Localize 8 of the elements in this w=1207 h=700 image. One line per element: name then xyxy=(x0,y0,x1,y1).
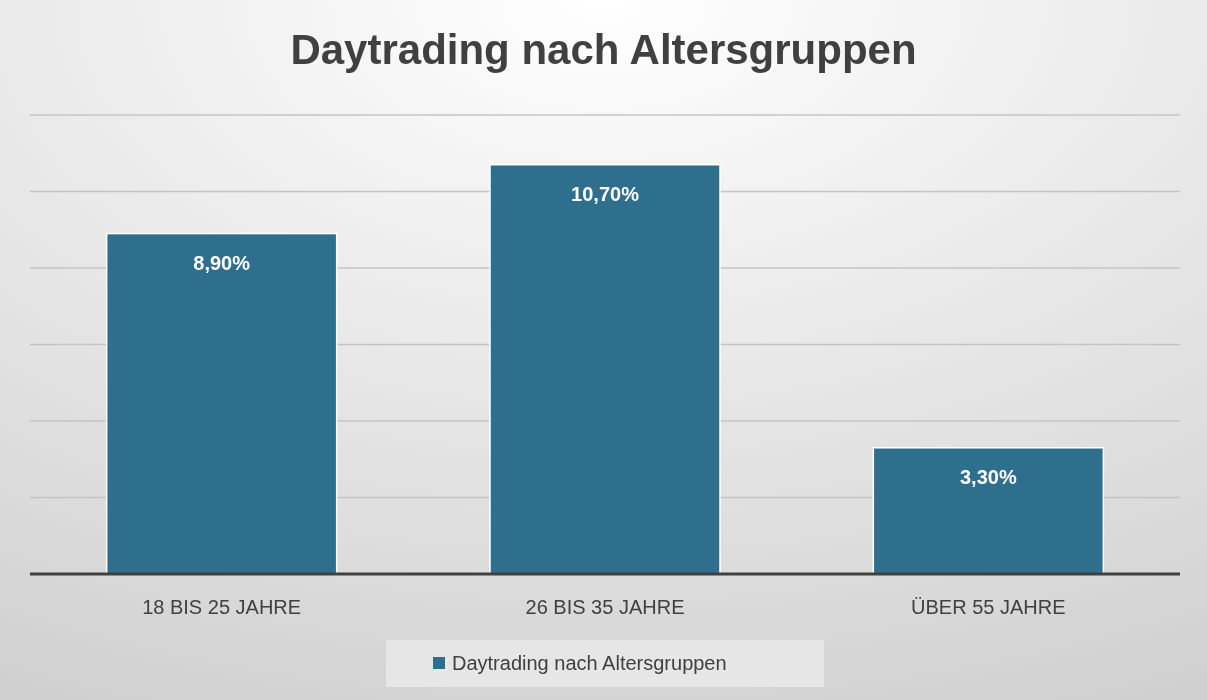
text: Daytrading nach Altersgruppen xyxy=(452,652,727,674)
chart-title: Daytrading nach Altersgruppen xyxy=(290,26,917,73)
data-label: 3,30% xyxy=(959,465,1017,488)
data-label: 8,90% xyxy=(193,251,251,274)
data-label: 10,70% xyxy=(571,182,640,205)
x-tick-label: ÜBER 55 JAHRE xyxy=(911,596,1066,618)
x-tick-label: 26 BIS 35 JAHRE xyxy=(525,596,685,618)
x-tick-label: 18 BIS 25 JAHRE xyxy=(142,596,302,618)
